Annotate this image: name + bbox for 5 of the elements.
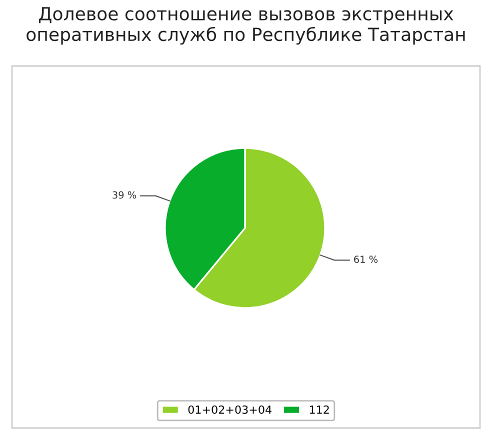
legend-label: 01+02+03+04 (188, 405, 272, 414)
legend-label: 112 (310, 405, 329, 414)
data-label: 39 % (112, 191, 136, 199)
data-label: 61 % (354, 256, 378, 263)
chart-title: Долевое соотношение вызовов экстренных оперативных служб по Республике Татарстан (26, 7, 465, 45)
